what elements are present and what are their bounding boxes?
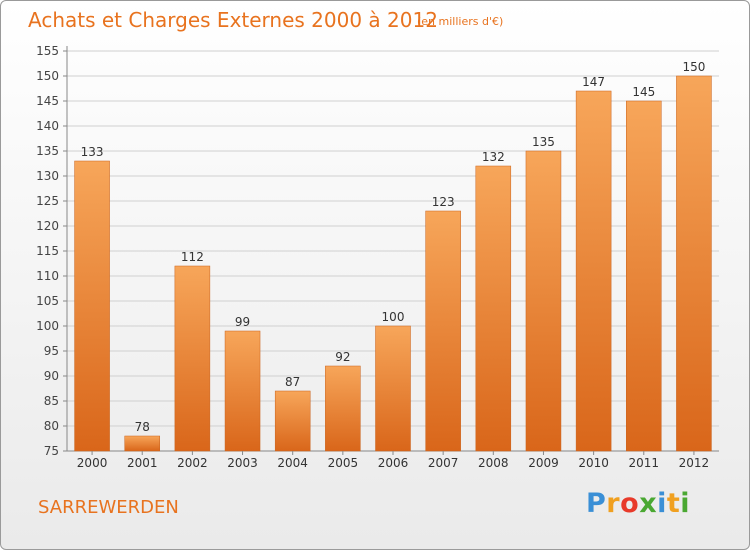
logo-letter: i: [680, 488, 691, 519]
x-tick-label: 2009: [528, 456, 559, 470]
y-tick-label: 140: [36, 119, 59, 133]
bar: [74, 160, 110, 452]
bar-value-label: 100: [382, 310, 405, 324]
logo-letter: P: [586, 488, 607, 519]
bar-value-label: 147: [582, 75, 605, 89]
x-tick-label: 2005: [328, 456, 359, 470]
logo-letter: x: [639, 488, 658, 519]
bar-value-label: 133: [81, 145, 104, 159]
bar: [124, 435, 160, 452]
bar: [425, 210, 461, 452]
x-tick-label: 2000: [77, 456, 108, 470]
x-tick-label: 2011: [628, 456, 659, 470]
y-tick-label: 145: [36, 94, 59, 108]
x-tick-label: 2003: [227, 456, 258, 470]
y-tick-label: 90: [44, 369, 59, 383]
x-tick-label: 2007: [428, 456, 459, 470]
commune-name: SARREWERDEN: [38, 497, 179, 518]
bar: [575, 90, 612, 452]
bar: [626, 100, 662, 452]
x-tick-label: 2012: [679, 456, 710, 470]
logo-letter: t: [666, 488, 681, 519]
y-tick-label: 120: [36, 219, 59, 233]
y-tick-label: 125: [36, 194, 59, 208]
logo-letter: o: [620, 488, 640, 519]
bar-value-label: 112: [181, 250, 204, 264]
bar-value-label: 145: [632, 85, 655, 99]
bar: [224, 330, 261, 452]
x-tick-label: 2001: [127, 456, 158, 470]
x-tick-label: 2002: [177, 456, 208, 470]
bar-value-label: 135: [532, 135, 555, 149]
x-tick-label: 2004: [277, 456, 308, 470]
y-tick-label: 85: [44, 394, 59, 408]
bar: [174, 265, 211, 452]
bar-value-label: 132: [482, 150, 505, 164]
bar-value-label: 87: [285, 375, 300, 389]
x-tick-label: 2006: [378, 456, 409, 470]
bar-value-label: 78: [135, 420, 150, 434]
y-tick-label: 75: [44, 444, 59, 458]
y-tick-label: 110: [36, 269, 59, 283]
y-tick-label: 80: [44, 419, 59, 433]
bar: [274, 390, 311, 452]
x-tick-label: 2010: [578, 456, 609, 470]
y-tick-label: 130: [36, 169, 59, 183]
y-tick-label: 105: [36, 294, 59, 308]
y-tick-label: 135: [36, 144, 59, 158]
proxiti-logo: Proxiti: [586, 488, 690, 519]
y-tick-label: 95: [44, 344, 59, 358]
bar: [375, 325, 411, 452]
bar-value-label: 150: [682, 60, 705, 74]
y-tick-label: 155: [36, 44, 59, 58]
y-tick-label: 100: [36, 319, 59, 333]
y-tick-label: 115: [36, 244, 59, 258]
bar: [676, 75, 712, 452]
bar: [525, 150, 562, 452]
x-tick-label: 2008: [478, 456, 509, 470]
bar-value-label: 123: [432, 195, 455, 209]
y-tick-label: 150: [36, 69, 59, 83]
chart-title: Achats et Charges Externes 2000 à 2012: [28, 8, 438, 32]
logo-letter: r: [606, 488, 621, 519]
bar: [475, 165, 512, 452]
logo-letter: i: [657, 488, 667, 519]
bar-value-label: 92: [335, 350, 350, 364]
chart-subtitle: (en milliers d'€): [417, 15, 504, 28]
bar-value-label: 99: [235, 315, 250, 329]
bar: [325, 365, 361, 452]
